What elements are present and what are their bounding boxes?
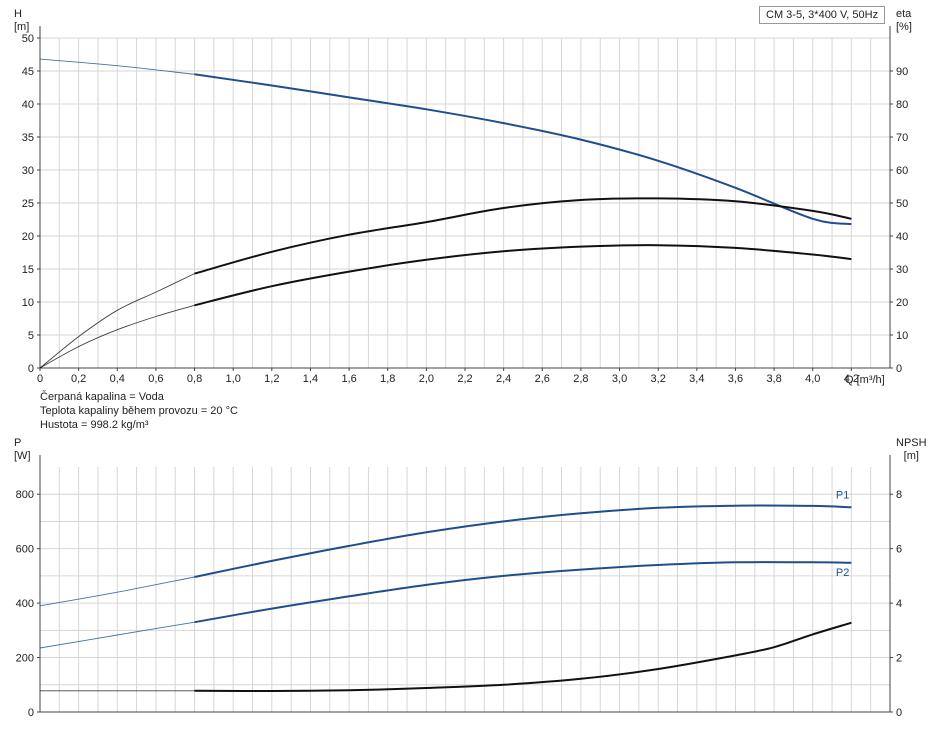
x-tick-label: 3,0 (612, 373, 627, 385)
x-tick-label: 3,8 (766, 373, 781, 385)
chart-panel-2: 0 200 400 600 800 0 2 4 6 8 P1 P2 (16, 455, 902, 719)
x-tick-label: 3,4 (689, 373, 704, 385)
x-tick-label: 0,6 (148, 373, 163, 385)
series-line (194, 561, 852, 624)
y-left-tick-label: 30 (22, 165, 34, 177)
x-tick-label: 2,6 (535, 373, 550, 385)
x-tick-label: 1,0 (226, 373, 241, 385)
y-left-tick-label: 15 (22, 264, 34, 276)
series-label: P2 (836, 567, 849, 579)
y-right-tick-label: 50 (896, 198, 908, 210)
y-right-tick-label: 90 (896, 66, 908, 78)
q-axis-label: Q [m³/h] (845, 374, 885, 386)
y-left-tick-label: 400 (16, 598, 34, 610)
y-right-tick-label: 2 (896, 653, 902, 665)
npsh-axis-title: NPSH [m] (896, 437, 927, 462)
series-line-thin (39, 621, 195, 649)
y-right-tick-label: 80 (896, 99, 908, 111)
series-line-thin (39, 273, 195, 369)
y-left-tick-label: 20 (22, 231, 34, 243)
x-tick-label: 0,8 (187, 373, 202, 385)
y-right-tick-label: 30 (896, 264, 908, 276)
series-line (194, 504, 852, 578)
y-left-tick-label: 600 (16, 544, 34, 556)
x-tick-label: 1,8 (380, 373, 395, 385)
x-tick-label: 1,2 (264, 373, 279, 385)
y-left-tick-label: 800 (16, 489, 34, 501)
y-left-tick-label: 5 (28, 330, 34, 342)
x-tick-label: 0,4 (110, 373, 125, 385)
y-left-tick-label: 0 (28, 707, 34, 719)
y-right-tick-label: 0 (896, 363, 902, 375)
y-left-tick-label: 50 (22, 33, 34, 45)
series-line-thin (39, 576, 195, 607)
x-tick-label: 0 (37, 373, 43, 385)
pump-model-label: CM 3-5, 3*400 V, 50Hz (759, 6, 886, 24)
y-right-tick-label: 4 (896, 598, 902, 610)
y-left-tick-label: 40 (22, 99, 34, 111)
y-right-tick-label: 10 (896, 330, 908, 342)
h-axis-title: H [m] (14, 8, 30, 33)
y-right-tick-label: 40 (896, 231, 908, 243)
y-left-tick-label: 25 (22, 198, 34, 210)
series-line (194, 244, 852, 307)
x-tick-label: 2,0 (419, 373, 434, 385)
x-tick-label: 4,0 (805, 373, 820, 385)
series-label: P1 (836, 489, 849, 501)
x-tick-label: 2,4 (496, 373, 511, 385)
x-tick-label: 1,6 (341, 373, 356, 385)
note-density: Hustota = 998.2 kg/m³ (40, 419, 149, 431)
y-right-tick-label: 0 (896, 707, 902, 719)
y-left-tick-label: 35 (22, 132, 34, 144)
series-line-thin (39, 304, 195, 369)
y-right-tick-label: 20 (896, 297, 908, 309)
x-tick-label: 0,2 (71, 373, 86, 385)
series-line-thin (39, 58, 195, 75)
y-right-tick-label: 60 (896, 165, 908, 177)
y-right-tick-label: 8 (896, 489, 902, 501)
eta-axis-title: eta [%] (896, 8, 912, 33)
chart-panel-1: 0 5 10 15 20 25 30 35 40 45 50 0 10 20 30 40 50 60 70 80 90 0… (22, 26, 908, 385)
x-tick-label: 3,6 (728, 373, 743, 385)
y-left-tick-label: 10 (22, 297, 34, 309)
series-line (194, 621, 852, 693)
y-right-tick-label: 6 (896, 544, 902, 556)
y-right-tick-label: 70 (896, 132, 908, 144)
fluid-notes: Čerpaná kapalina = Voda Teplota kapaliny… (40, 390, 238, 432)
x-tick-label: 2,8 (573, 373, 588, 385)
x-tick-label: 2,2 (457, 373, 472, 385)
y-left-tick-label: 45 (22, 66, 34, 78)
y-left-tick-label: 200 (16, 653, 34, 665)
x-tick-label: 3,2 (651, 373, 666, 385)
note-fluid: Čerpaná kapalina = Voda (40, 391, 164, 403)
p-axis-title: P [W] (14, 437, 31, 462)
y-left-tick-label: 0 (28, 363, 34, 375)
series-line (194, 73, 852, 226)
x-tick-label: 4,2 (844, 373, 859, 385)
note-temperature: Teplota kapaliny během provozu = 20 °C (40, 405, 238, 417)
series-line (194, 197, 852, 275)
x-tick-label: 1,4 (303, 373, 318, 385)
